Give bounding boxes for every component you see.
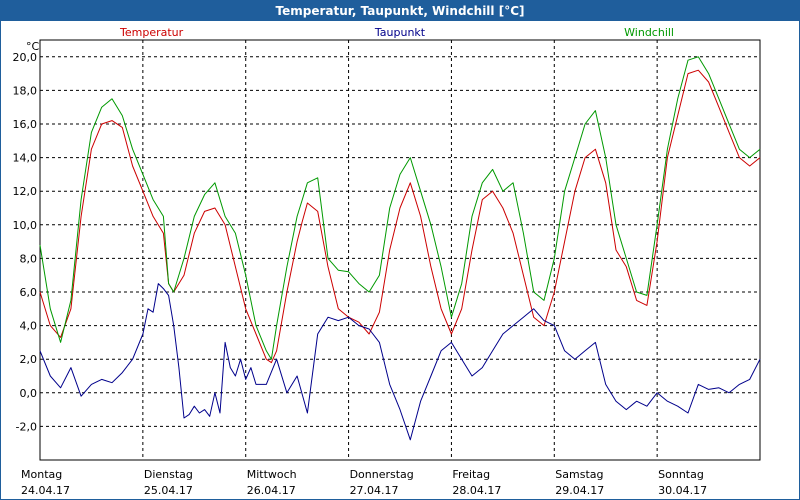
series-line-temperatur	[39, 69, 761, 364]
x-tick-date: 29.04.17	[555, 484, 604, 497]
legend-temperatur: Temperatur	[119, 26, 184, 39]
y-tick-label: 18,0	[13, 84, 38, 97]
y-tick-label: 10,0	[13, 219, 38, 232]
plot-area	[39, 39, 761, 461]
y-axis-ticks: 20,0 18,0 16,0 14,0 12,0 10,0 8,0 6,0 4,0 2,0 0,0 -…	[13, 51, 38, 434]
x-tick-day: Mittwoch	[247, 468, 297, 481]
x-tick-date: 27.04.17	[350, 484, 399, 497]
y-tick-label: -2,0	[16, 420, 37, 433]
x-axis-ticks: Montag 24.04.17 Dienstag 25.04.17 Mittwoch 26…	[21, 468, 707, 497]
y-tick-label: 12,0	[13, 185, 38, 198]
y-tick-label: 8,0	[20, 252, 38, 265]
legend: Temperatur Taupunkt Windchill	[119, 26, 674, 39]
y-tick-label: 20,0	[13, 51, 38, 64]
y-axis-label: °C	[26, 40, 40, 53]
y-tick-label: 4,0	[20, 320, 38, 333]
window-title: Temperatur, Taupunkt, Windchill [°C]	[1, 1, 799, 21]
y-tick-label: 2,0	[20, 353, 38, 366]
y-tick-label: 14,0	[13, 152, 38, 165]
x-tick-date: 28.04.17	[452, 484, 501, 497]
y-tick-label: 6,0	[20, 286, 38, 299]
x-tick-date: 25.04.17	[144, 484, 193, 497]
x-tick-day: Freitag	[452, 468, 490, 481]
legend-windchill: Windchill	[624, 26, 674, 39]
series-lines	[39, 56, 761, 441]
grid	[40, 40, 760, 460]
x-tick-day: Dienstag	[144, 468, 193, 481]
x-tick-day: Donnerstag	[350, 468, 414, 481]
y-tick-label: 0,0	[20, 387, 38, 400]
series-line-windchill	[39, 56, 761, 360]
legend-taupunkt: Taupunkt	[374, 26, 426, 39]
x-tick-day: Samstag	[555, 468, 603, 481]
x-tick-day: Sonntag	[658, 468, 704, 481]
x-tick-date: 26.04.17	[247, 484, 296, 497]
series-line-taupunkt	[39, 283, 761, 441]
x-tick-date: 30.04.17	[658, 484, 707, 497]
x-tick-date: 24.04.17	[21, 484, 70, 497]
y-tick-label: 16,0	[13, 118, 38, 131]
x-tick-day: Montag	[21, 468, 62, 481]
